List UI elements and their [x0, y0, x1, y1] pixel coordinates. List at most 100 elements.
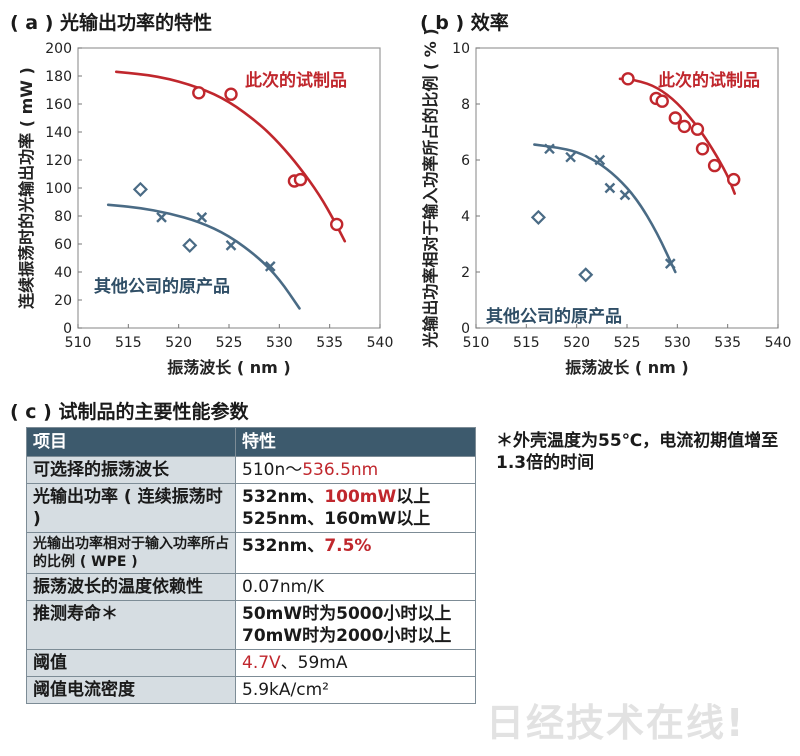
table-row: 阈值 4.7V、59mA [26, 649, 476, 677]
row-value: 0.07nm/K [235, 573, 476, 601]
y-axis-title: 光输出功率相对于输入功率所占的比例 ( % ) [421, 28, 440, 348]
data-point-circle [727, 172, 741, 187]
row-value: 5.9kA/cm² [235, 676, 476, 704]
x-tick-label: 530 [266, 335, 293, 351]
x-tick-label: 520 [165, 335, 192, 351]
data-point-circle [330, 217, 344, 232]
series-label-prototype: 此次的试制品 [245, 70, 347, 91]
data-point-cross [225, 240, 237, 251]
series-label-competitor: 其他公司的原产品 [94, 276, 230, 297]
data-point-circle [224, 87, 238, 101]
value-text: 70mW时为2000小时以上 [242, 626, 452, 646]
x-tick-label: 515 [115, 335, 142, 351]
data-point-cross [156, 212, 167, 223]
data-point-cross [594, 154, 606, 166]
row-value: 4.7V、59mA [235, 649, 476, 677]
charts-canvas: 510 515 520 525 530 535 5400204060801001201401… [17, 28, 792, 377]
table-row: 推测寿命＊ 50mW时为5000小时以上 70mW时为2000小时以上 [26, 600, 476, 650]
table-row: 光输出功率 ( 连续振荡时 ) 532nm、100mW以上 525nm、160mW… [26, 483, 476, 533]
data-point-diamond [182, 237, 198, 253]
value-text: 50mW时为5000小时以上 [242, 604, 452, 624]
row-item: 光输出功率 ( 连续振荡时 ) [26, 483, 236, 533]
x-tick-label: 515 [513, 335, 540, 351]
row-value: 532nm、7.5% [235, 532, 476, 574]
x-tick-label: 510 [463, 335, 490, 351]
value-text: 532nm、 [242, 536, 325, 556]
y-tick-label: 100 [45, 181, 72, 197]
y-tick-label: 4 [461, 209, 470, 225]
spec-table: 项目 特性 可选择的振荡波长 510n～536.5nm 光输出功率 ( 连续振荡… [26, 427, 476, 704]
data-point-cross [619, 189, 631, 201]
trend-line-prototype [114, 70, 347, 243]
watermark: 日经技术在线! [486, 701, 746, 745]
y-tick-label: 2 [461, 265, 470, 281]
table-row: 光输出功率相对于输入功率所占的比例 ( WPE ) 532nm、7.5% [26, 532, 476, 574]
x-tick-label: 510 [65, 335, 92, 351]
table-row: 阈值电流密度 5.9kA/cm² [26, 676, 476, 704]
data-point-cross [565, 151, 576, 163]
row-item: 阈值电流密度 [26, 676, 236, 704]
y-tick-label: 20 [54, 293, 72, 309]
x-tick-label: 540 [765, 335, 792, 351]
y-tick-label: 60 [54, 237, 72, 253]
data-point-circle [695, 142, 710, 156]
table-header-item: 项目 [26, 427, 236, 457]
data-point-circle [192, 86, 206, 100]
row-value: 510n～536.5nm [235, 456, 476, 484]
value-text: 510n～ [242, 460, 303, 480]
panel-a-title: ( a ) 光输出功率的特性 [10, 12, 213, 34]
y-tick-label: 160 [45, 97, 72, 113]
chart-a: 510 515 520 525 530 535 540 0 20 40 60 80 100 120 140 1… [17, 41, 393, 377]
data-point-diamond [578, 267, 594, 283]
x-tick-label: 525 [614, 335, 641, 351]
row-item: 可选择的振荡波长 [26, 456, 236, 484]
y-tick-label: 0 [461, 321, 470, 337]
y-tick-label: 80 [54, 209, 72, 225]
y-tick-label: 10 [452, 41, 470, 57]
x-tick-label: 535 [316, 335, 343, 351]
x-tick-label: 535 [714, 335, 741, 351]
x-axis-title: 振荡波长 ( nm ) [167, 358, 290, 377]
x-tick-label: 540 [367, 335, 394, 351]
y-tick-label: 6 [461, 153, 470, 169]
value-text: 、59mA [280, 653, 348, 673]
row-value: 532nm、100mW以上 525nm、160mW以上 [235, 483, 476, 533]
value-highlight: 4.7V [242, 653, 281, 673]
panel-c-title: ( c ) 试制品的主要性能参数 [10, 401, 249, 423]
data-point-circle [621, 72, 635, 86]
table-row: 振荡波长的温度依赖性 0.07nm/K [26, 573, 476, 601]
value-highlight: 7.5% [324, 536, 372, 556]
series-label-competitor: 其他公司的原产品 [486, 306, 622, 327]
value-text: 以上 [396, 487, 431, 507]
value-highlight: 536.5nm [302, 460, 379, 480]
row-item: 光输出功率相对于输入功率所占的比例 ( WPE ) [26, 532, 236, 574]
row-value: 50mW时为5000小时以上 70mW时为2000小时以上 [235, 600, 476, 650]
data-point-circle [677, 119, 692, 134]
data-point-circle [690, 122, 705, 136]
row-item: 推测寿命＊ [26, 600, 236, 650]
x-axis-title: 振荡波长 ( nm ) [565, 358, 688, 377]
data-point-diamond [132, 181, 148, 197]
table-header-row: 项目 特性 [26, 427, 476, 457]
data-point-cross [604, 182, 616, 194]
table-row: 可选择的振荡波长 510n～536.5nm [26, 456, 476, 484]
panel-b-title: ( b ) 效率 [420, 12, 509, 34]
data-point-circle [293, 172, 308, 187]
value-text: 532nm、 [242, 487, 325, 507]
row-item: 振荡波长的温度依赖性 [26, 573, 236, 601]
series-label-prototype: 此次的试制品 [658, 70, 760, 91]
value-text: 525nm、160mW以上 [242, 509, 431, 529]
data-point-circle [655, 94, 669, 108]
row-item: 阈值 [26, 649, 236, 677]
data-point-circle [668, 111, 683, 125]
y-axis-title: 连续振荡时的光输出功率 ( mW ) [17, 67, 36, 309]
value-highlight: 100mW [324, 487, 397, 507]
y-tick-label: 120 [45, 153, 72, 169]
table-header-value: 特性 [235, 427, 476, 457]
x-tick-label: 525 [216, 335, 243, 351]
y-tick-label: 180 [45, 69, 72, 85]
x-tick-label: 520 [563, 335, 590, 351]
data-point-cross [196, 212, 208, 223]
y-tick-label: 0 [63, 321, 72, 337]
data-point-cross [544, 143, 555, 155]
